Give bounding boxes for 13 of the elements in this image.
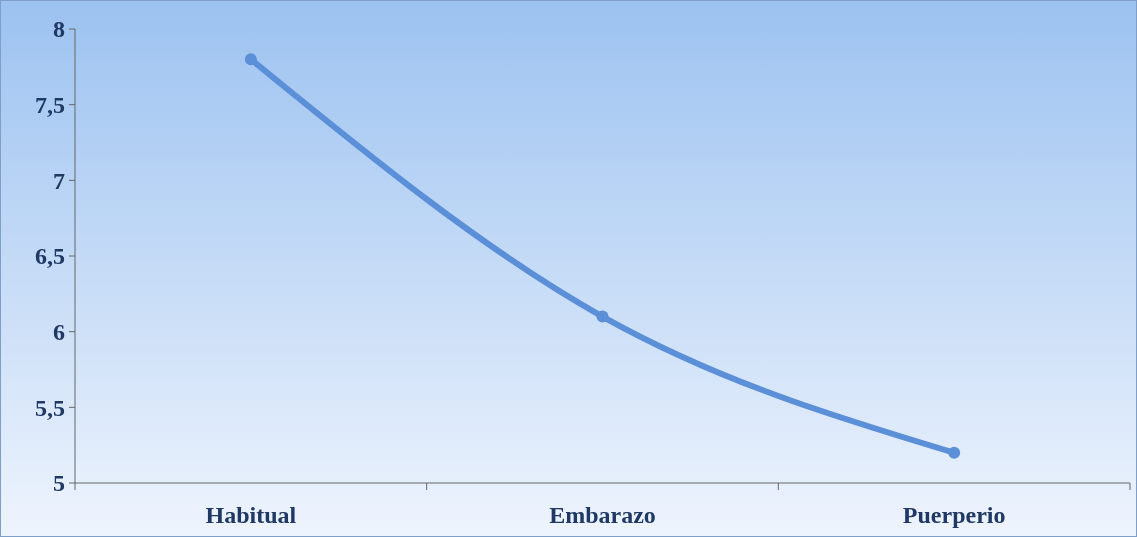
point — [244, 53, 257, 66]
point — [596, 310, 609, 323]
point — [948, 446, 961, 459]
y-tick-label: 5,5 — [35, 394, 65, 421]
x-tick-label: Embarazo — [549, 502, 656, 528]
y-tick-label: 7 — [53, 167, 65, 194]
x-tick-label: Habitual — [205, 502, 297, 528]
x-tick-label: Puerperio — [902, 502, 1006, 528]
y-tick-label: 5 — [53, 470, 65, 497]
y-tick-label: 7,5 — [35, 92, 65, 119]
y-tick-label: 6 — [53, 319, 65, 346]
y-tick-label: 8 — [53, 16, 65, 43]
y-tick-label: 6,5 — [35, 243, 65, 270]
